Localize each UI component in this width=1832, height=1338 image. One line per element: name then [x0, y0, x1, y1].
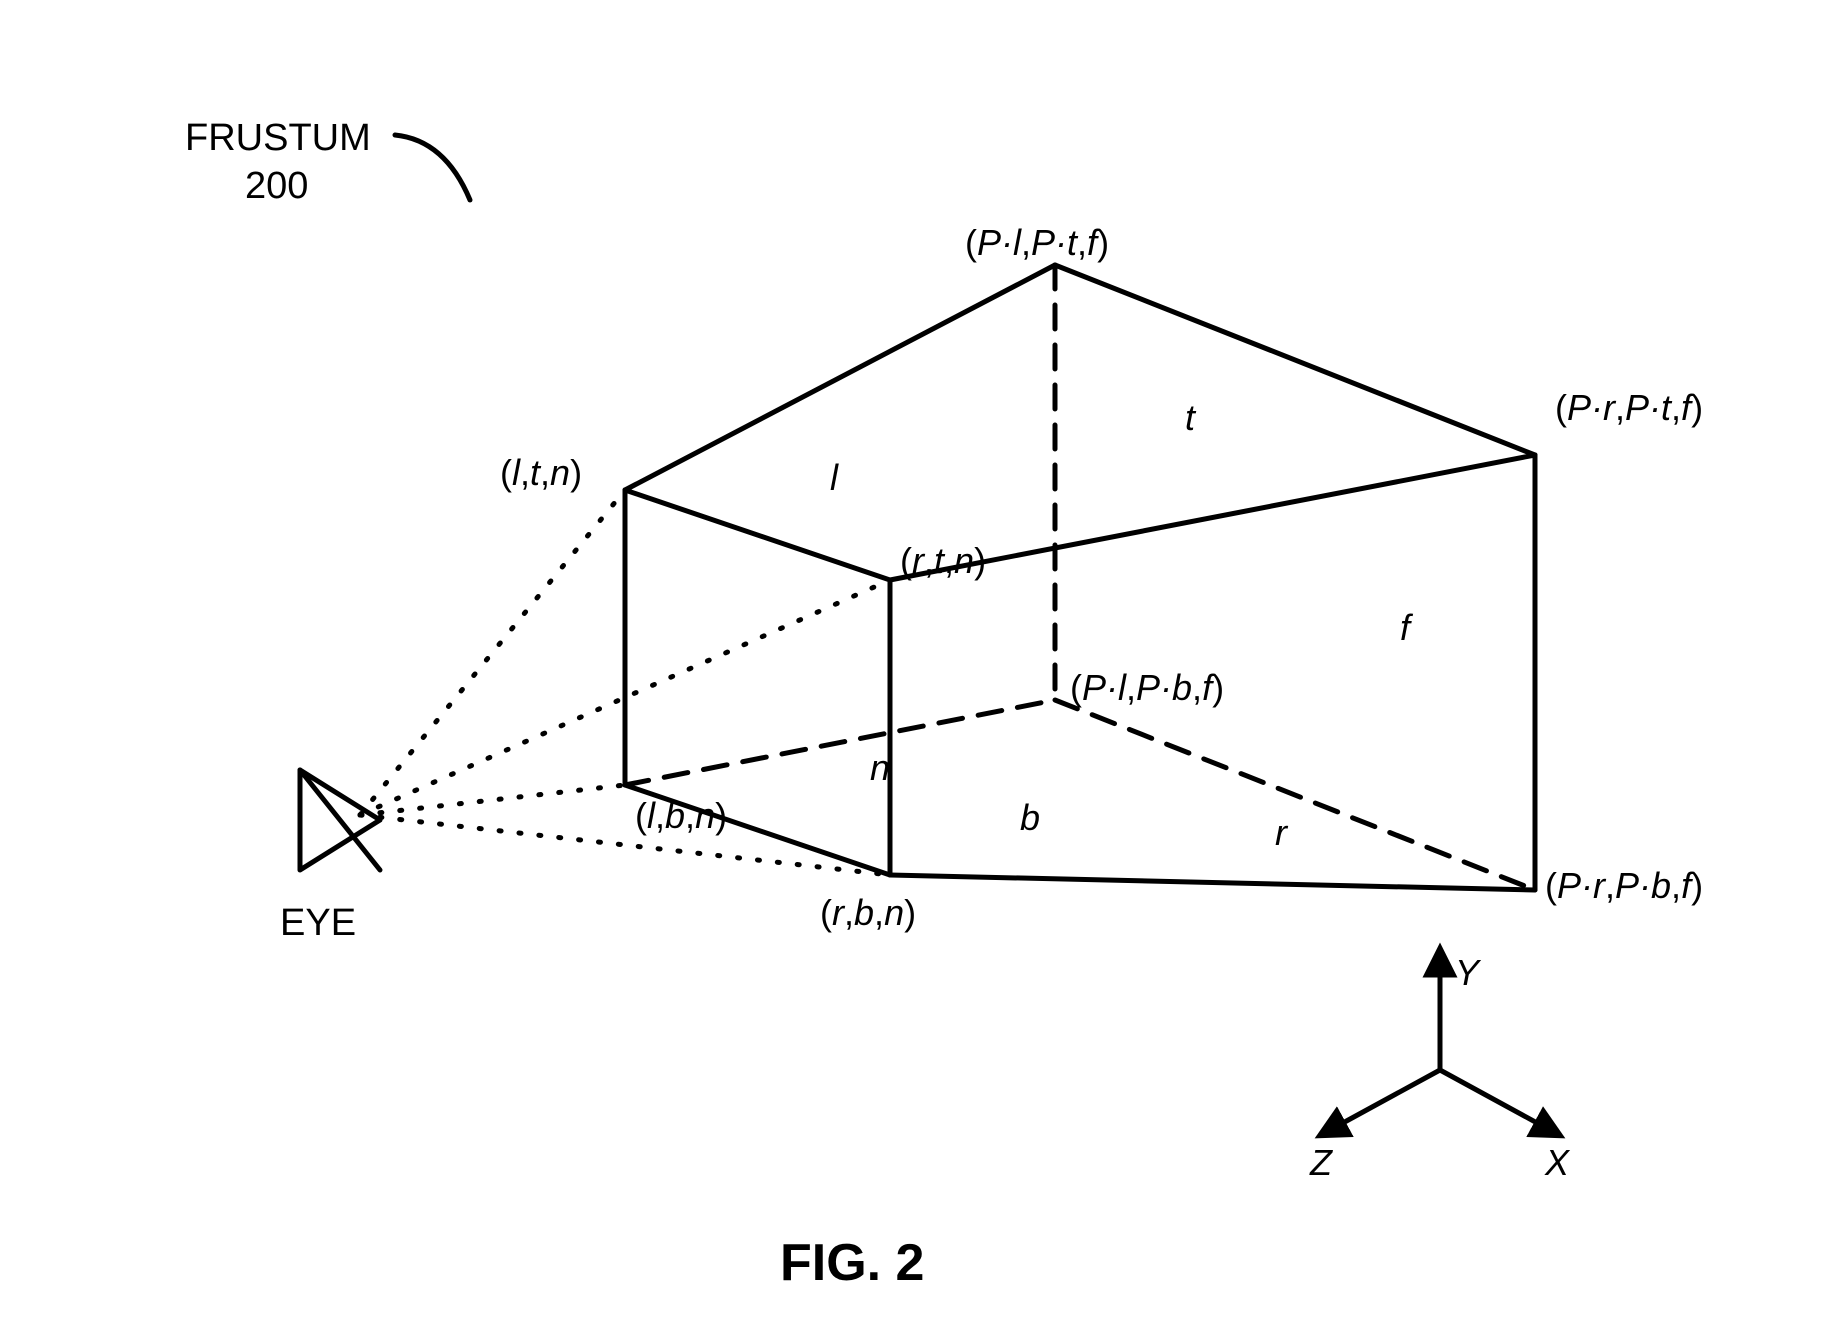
face-label-b: b [1020, 797, 1040, 838]
face-label-f: f [1400, 607, 1414, 648]
svg-text:(l,t,n): (l,t,n) [500, 452, 582, 493]
face-label-n: n [870, 747, 890, 788]
svg-text:(r,b,n): (r,b,n) [820, 892, 916, 933]
svg-text:(l,b,n): (l,b,n) [635, 795, 727, 836]
title-callout-curve [395, 135, 470, 200]
axis-label-x: X [1544, 1142, 1571, 1183]
svg-text:(P·l,P·b,f): (P·l,P·b,f) [1070, 667, 1224, 708]
axis-label-y: Y [1455, 952, 1482, 993]
face-label-t: t [1185, 397, 1197, 438]
svg-text:(P·l,P·t,f): (P·l,P·t,f) [965, 222, 1109, 263]
axis-label-z: Z [1309, 1142, 1333, 1183]
coordinate-axes: Y X Z [1309, 952, 1571, 1183]
vertex-labels: (l,t,n) (r,t,n) (l,b,n) (r,b,n) (P·l,P·t… [500, 222, 1703, 933]
face-label-r: r [1275, 812, 1289, 853]
face-label-l: l [830, 457, 839, 498]
title-number: 200 [245, 165, 308, 207]
svg-text:(P·r,P·t,f): (P·r,P·t,f) [1555, 387, 1703, 428]
figure-caption: FIG. 2 [780, 1234, 924, 1292]
frustum-diagram: FRUSTUM 200 EYE [0, 0, 1832, 1338]
eye-symbol [300, 770, 380, 870]
svg-text:(r,t,n): (r,t,n) [900, 540, 986, 581]
face-labels: t l f n b r [830, 397, 1414, 853]
eye-label: EYE [280, 902, 356, 944]
hidden-edges [625, 265, 1535, 890]
visible-edges [625, 265, 1535, 890]
svg-text:(P·r,P·b,f): (P·r,P·b,f) [1545, 865, 1703, 906]
title-label: FRUSTUM [185, 117, 371, 159]
